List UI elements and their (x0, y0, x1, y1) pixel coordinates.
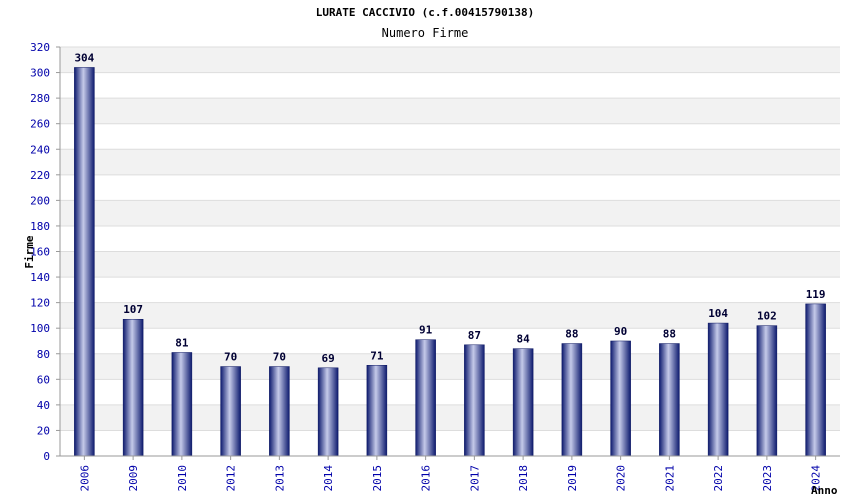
grid-band (60, 47, 840, 73)
data-label: 304 (74, 51, 94, 64)
bar (220, 366, 241, 457)
x-tick-label: 2010 (176, 465, 189, 492)
y-tick-label: 160 (30, 246, 50, 259)
data-label: 88 (565, 328, 578, 341)
x-axis-ticks: 2006 2009 2010 2012 2013 2014 2015 2016 2017 2018… (78, 456, 823, 492)
grid-band (60, 251, 840, 278)
x-tick-label: 2018 (517, 465, 530, 492)
bar (415, 339, 436, 457)
bar (171, 352, 193, 457)
grid-band (60, 149, 840, 175)
bar (366, 365, 388, 457)
data-label: 107 (123, 303, 143, 316)
data-label: 91 (419, 324, 433, 337)
data-label: 81 (175, 336, 189, 349)
x-tick-label: 2017 (468, 465, 481, 492)
data-label: 102 (757, 310, 777, 323)
y-tick-label: 100 (30, 322, 50, 335)
bar (464, 344, 485, 457)
bar (756, 325, 778, 457)
y-tick-label: 200 (30, 194, 50, 207)
data-label: 90 (614, 325, 627, 338)
bar (512, 348, 534, 457)
data-label: 84 (517, 333, 531, 346)
grid-band (60, 98, 840, 124)
y-tick-label: 260 (30, 118, 50, 131)
bar (805, 303, 826, 457)
data-label: 71 (370, 349, 384, 362)
bar (317, 367, 339, 457)
y-tick-label: 20 (37, 424, 50, 437)
x-tick-label: 2022 (712, 465, 725, 492)
y-tick-label: 0 (43, 450, 50, 463)
data-label: 104 (708, 307, 728, 320)
x-tick-label: 2006 (78, 465, 91, 492)
bar (561, 343, 583, 457)
data-label: 69 (322, 352, 335, 365)
y-tick-label: 180 (30, 220, 50, 233)
x-tick-label: 2024 (810, 465, 823, 492)
data-label: 88 (663, 328, 676, 341)
chart-title: LURATE CACCIVIO (c.f.00415790138) (316, 6, 535, 19)
x-tick-label: 2016 (420, 465, 433, 492)
x-tick-label: 2020 (615, 465, 628, 492)
y-tick-label: 240 (30, 143, 50, 156)
x-tick-label: 2023 (761, 465, 774, 492)
y-tick-label: 80 (37, 348, 50, 361)
x-tick-label: 2019 (566, 465, 579, 492)
y-tick-label: 220 (30, 169, 50, 182)
data-labels: 304 107 81 70 70 69 71 91 87 84 88 90 88 104 102 119 (74, 51, 825, 364)
grid-band (60, 200, 840, 226)
bars (74, 67, 826, 457)
x-tick-label: 2021 (663, 465, 676, 492)
bar (659, 343, 680, 457)
x-axis-title: Anno (811, 484, 838, 497)
y-axis-title: Firme (23, 235, 36, 268)
y-tick-label: 140 (30, 271, 50, 284)
y-tick-label: 120 (30, 297, 50, 310)
bar (74, 67, 95, 457)
bar (122, 318, 144, 457)
y-tick-label: 60 (37, 373, 50, 386)
x-tick-label: 2014 (322, 465, 335, 492)
y-tick-label: 320 (30, 41, 50, 54)
y-tick-label: 40 (37, 399, 50, 412)
data-label: 87 (468, 329, 481, 342)
x-tick-label: 2012 (225, 465, 238, 492)
data-label: 70 (273, 351, 286, 364)
y-tick-label: 280 (30, 92, 50, 105)
y-axis-ticks: 0 20 40 60 80 100 120 140 160 180 200 220 240 260 280 3… (30, 41, 60, 463)
x-tick-label: 2015 (371, 465, 384, 492)
bar (610, 340, 631, 457)
x-tick-label: 2013 (273, 465, 286, 492)
data-label: 70 (224, 351, 237, 364)
x-tick-label: 2009 (127, 465, 140, 492)
chart-subtitle: Numero Firme (382, 26, 469, 40)
bar (707, 322, 729, 457)
y-tick-label: 300 (30, 67, 50, 80)
bar (269, 366, 290, 457)
data-label: 119 (806, 288, 826, 301)
